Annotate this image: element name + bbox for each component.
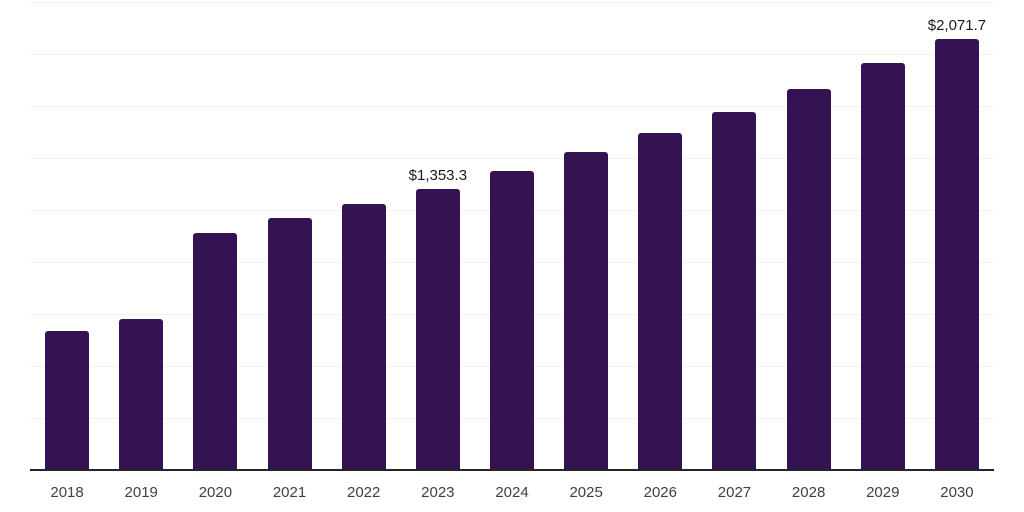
- x-tick-2023: 2023: [421, 484, 455, 501]
- data-label-2023: $1,353.3: [408, 166, 468, 184]
- x-tick-2019: 2019: [124, 484, 158, 501]
- gridline-2250: [30, 2, 994, 3]
- gridline-2000: [30, 54, 994, 55]
- x-tick-2026: 2026: [643, 484, 677, 501]
- bar-2025: [564, 151, 609, 470]
- bar-2019: [119, 318, 164, 470]
- x-tick-2025: 2025: [569, 484, 603, 501]
- x-tick-2020: 2020: [198, 484, 233, 501]
- bar-2026: [638, 133, 683, 470]
- x-tick-2022: 2022: [347, 484, 381, 501]
- x-tick-2030: 2030: [940, 484, 974, 501]
- gridline-1750: [30, 106, 994, 107]
- bar-2021: [267, 217, 312, 470]
- x-tick-2029: 2029: [866, 484, 900, 501]
- bar-2023: [415, 188, 460, 470]
- x-tick-2021: 2021: [272, 484, 307, 501]
- bar-2022: [341, 203, 386, 470]
- bar-2030: [934, 39, 979, 470]
- bar-2029: [860, 62, 905, 470]
- data-label-2030: $2,071.7: [927, 17, 987, 35]
- x-tick-2028: 2028: [791, 484, 826, 501]
- x-tick-2018: 2018: [50, 484, 84, 501]
- gridline-1500: [30, 158, 994, 159]
- bar-2018: [45, 331, 90, 470]
- x-tick-2027: 2027: [717, 484, 752, 501]
- x-tick-2024: 2024: [495, 484, 529, 501]
- bar-2020: [193, 233, 238, 470]
- bar-2028: [786, 88, 831, 470]
- bar-2024: [490, 170, 534, 470]
- bar-2027: [712, 112, 757, 470]
- x-axis-line: [30, 469, 994, 471]
